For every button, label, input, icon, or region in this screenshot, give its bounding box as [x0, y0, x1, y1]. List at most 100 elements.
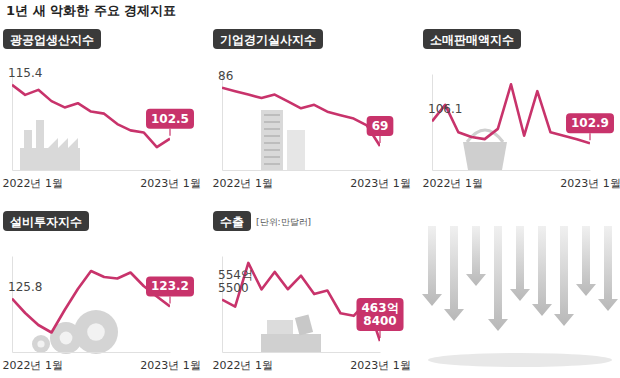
x-tick: 2022년 1월 — [3, 352, 64, 372]
data-label: 106.1 — [428, 102, 462, 116]
decoration-arrow — [554, 226, 574, 326]
decoration-arrows — [422, 226, 618, 367]
x-tick-label: 2022년 1월 — [213, 359, 274, 372]
x-axis-line — [13, 170, 171, 171]
data-label-box — [146, 109, 194, 129]
decoration — [261, 314, 321, 352]
data-label: 463억8400 — [361, 301, 398, 328]
icon-part — [264, 114, 280, 116]
x-tick-label: 2023년 1월 — [350, 359, 411, 372]
icon-part — [261, 110, 283, 170]
x-tick: 2022년 1월 — [423, 170, 484, 190]
data-label-box — [146, 276, 194, 296]
decoration — [261, 110, 305, 170]
data-label: 102.9 — [571, 116, 609, 130]
decoration-arrow — [422, 226, 442, 306]
panel-title: 광공업생산지수 — [10, 33, 94, 47]
data-label-pointer — [379, 331, 380, 338]
plot-area — [222, 88, 380, 146]
x-axis-line — [13, 352, 171, 353]
data-label-box — [367, 116, 394, 136]
data-labels: 106.1 102.9 — [428, 102, 614, 140]
panel: 광공업생산지수 2022년 1월 2023년 1월 115.4 102.5 — [3, 29, 201, 190]
icon-part — [60, 332, 73, 345]
canvas: 1년 새 악화한 주요 경제지표광공업생산지수 2022년 1월 2023년 1월 1… — [0, 0, 620, 378]
icon-part — [267, 320, 293, 334]
panel-title-box — [423, 29, 521, 49]
data-label-box — [566, 113, 614, 133]
panel-title-box — [3, 29, 101, 49]
panel: 기업경기실사지수 2022년 1월 2023년 1월 86 69 — [213, 29, 411, 190]
icon-part — [463, 142, 507, 170]
panel: 소매판매액지수2022년 1월2023년 1월106.1102.9 — [423, 29, 620, 190]
y-axis-line — [12, 75, 13, 171]
icon-part — [37, 340, 44, 347]
data-label-box — [356, 298, 403, 331]
x-tick: 2022년 1월 — [213, 170, 274, 190]
x-tick: 2022년 1월 — [213, 352, 274, 372]
panel-title-group: 기업경기실사지수 — [213, 29, 323, 49]
data-label: 69 — [372, 119, 389, 133]
icon-part — [48, 138, 78, 148]
x-axis: 2022년 1월2023년 1월 — [423, 170, 620, 190]
page-title: 1년 새 악화한 주요 경제지표 — [6, 3, 176, 18]
x-tick-label: 2022년 1월 — [213, 177, 274, 190]
x-tick: 2023년 1월 — [140, 352, 201, 372]
icon-part — [264, 142, 280, 144]
decoration-shadow — [428, 353, 612, 367]
y-axis — [12, 75, 13, 171]
data-label: 125.8 — [8, 280, 42, 294]
icon-part — [264, 121, 280, 123]
data-label: 554억5500 — [218, 268, 253, 295]
x-axis-line — [223, 170, 381, 171]
panel-title: 설비투자지수 — [9, 215, 82, 229]
y-axis — [12, 257, 13, 353]
icon-part — [264, 135, 280, 137]
decoration-arrow — [576, 226, 596, 296]
panel-title: 기업경기실사지수 — [220, 33, 316, 47]
x-tick-label: 2022년 1월 — [3, 177, 64, 190]
x-axis-line — [223, 352, 381, 353]
x-axis: 2022년 1월 2023년 1월 — [213, 352, 411, 372]
data-label-pointer — [589, 133, 590, 140]
panel-subtitle: [단위:만달러] — [256, 217, 311, 227]
panel-title-box — [213, 29, 323, 49]
data-label: 86 — [218, 69, 233, 83]
panel-title-box — [213, 211, 251, 231]
decoration-arrow — [510, 226, 530, 301]
x-tick-label: 2022년 1월 — [423, 177, 484, 190]
panel: 설비투자지수 2022년 1월 2023년 1월 125.8123.2 — [3, 211, 201, 372]
decoration-arrow — [532, 226, 552, 316]
data-label: 102.5 — [151, 112, 189, 126]
y-axis-line — [12, 257, 13, 353]
icon-part — [264, 163, 280, 165]
panel-title-group: 광공업생산지수 — [3, 29, 101, 49]
line — [222, 88, 380, 146]
x-tick: 2023년 1월 — [350, 170, 411, 190]
icon-part — [74, 310, 118, 354]
data-label: 115.4 — [8, 66, 42, 80]
icon-part — [261, 334, 321, 352]
data-label-pointer — [379, 136, 380, 143]
data-label-pointer — [169, 296, 170, 303]
icon-part — [264, 149, 280, 151]
icon-part — [32, 335, 50, 353]
data-labels: 554억5500 463억8400 — [218, 268, 404, 338]
icon-part — [287, 130, 305, 170]
x-axis: 2022년 1월 2023년 1월 — [213, 170, 411, 190]
data-labels: 86 69 — [218, 69, 393, 143]
decoration — [20, 120, 80, 170]
panel-title-box — [3, 211, 89, 231]
x-tick-label: 2022년 1월 — [3, 359, 64, 372]
panel-title-group: 수출 — [213, 211, 251, 231]
decoration-arrow — [598, 226, 618, 311]
icon-part — [20, 148, 80, 170]
x-tick-label: 2023년 1월 — [140, 359, 201, 372]
data-labels: 125.8123.2 — [8, 276, 194, 303]
x-axis: 2022년 1월 2023년 1월 — [3, 170, 201, 190]
x-tick-label: 2023년 1월 — [140, 177, 201, 190]
x-tick-label: 2023년 1월 — [350, 177, 411, 190]
icon-part — [87, 323, 105, 341]
decoration-arrow — [488, 226, 508, 331]
icon-part — [264, 156, 280, 158]
